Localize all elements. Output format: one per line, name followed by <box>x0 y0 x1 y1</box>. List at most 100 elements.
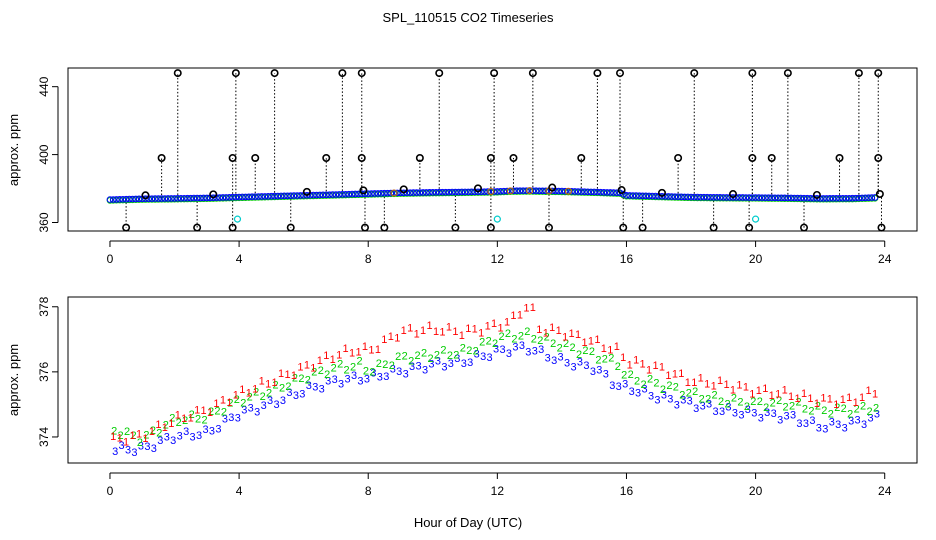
bottom-series-3-marker: 3 <box>396 366 402 378</box>
top-baseline-point <box>423 189 430 196</box>
bottom-series-1-marker: 1 <box>807 393 813 405</box>
top-baseline-point <box>684 193 692 201</box>
bottom-series-1-marker: 1 <box>304 359 310 371</box>
top-spike-low-marker <box>380 223 389 232</box>
bottom-series-3-marker: 3 <box>551 355 557 367</box>
bottom-series-1-marker: 1 <box>130 430 136 442</box>
bottom-series-1-marker: 1 <box>362 341 368 353</box>
bottom-series-3-marker: 3 <box>616 381 622 393</box>
bottom-series-2-marker: 2 <box>795 397 801 409</box>
bottom-series-3-marker: 3 <box>577 357 583 369</box>
bottom-series-2-marker: 2 <box>673 382 679 394</box>
bottom-series-3-marker: 3 <box>809 415 815 427</box>
top-baseline-point <box>322 191 330 199</box>
top-spike-mid-marker <box>228 153 237 162</box>
top-baseline-point <box>432 188 440 196</box>
bottom-series-3-marker: 3 <box>512 342 518 354</box>
bottom-series-2-marker: 2 <box>757 396 763 408</box>
bottom-series-2-marker: 2 <box>550 338 556 350</box>
bottom-series-2-marker: 2 <box>860 400 866 412</box>
bottom-series-2-marker: 2 <box>518 330 524 342</box>
bottom-series-1-marker: 1 <box>627 360 633 372</box>
top-x-tick-label: 4 <box>236 252 243 266</box>
top-spike-high-marker <box>748 69 757 78</box>
bottom-series-2-marker: 2 <box>621 369 627 381</box>
top-orange-point <box>526 187 534 195</box>
bottom-series-3-marker: 3 <box>267 395 273 407</box>
top-baseline-point <box>203 194 211 202</box>
bottom-series-2-marker: 2 <box>744 401 750 413</box>
top-baseline-point <box>255 193 262 200</box>
top-baseline-point <box>161 195 169 202</box>
top-baseline-point <box>513 187 521 195</box>
bottom-series-3-marker: 3 <box>125 445 131 457</box>
top-baseline-point <box>235 193 243 201</box>
bottom-series-3-marker: 3 <box>403 368 409 380</box>
top-baseline-point <box>674 193 682 201</box>
bottom-series-3-marker: 3 <box>202 424 208 436</box>
top-spike-mid-marker <box>835 153 844 162</box>
bottom-series-1-marker: 1 <box>678 368 684 380</box>
top-baseline-point <box>303 191 311 199</box>
bottom-series-1-marker: 1 <box>556 325 562 337</box>
top-spike-mid-marker <box>251 153 260 162</box>
bottom-series-1-marker: 1 <box>233 390 239 402</box>
bottom-series-3-marker: 3 <box>422 365 428 377</box>
bottom-series-1-marker: 1 <box>336 350 342 362</box>
top-baseline-point <box>768 194 776 202</box>
bottom-y-tick-label: 376 <box>37 362 51 382</box>
bottom-series-1-marker: 1 <box>155 419 161 431</box>
top-baseline-point <box>826 195 834 202</box>
bottom-series-1-marker: 1 <box>543 328 549 340</box>
bottom-series-1-marker: 1 <box>330 354 336 366</box>
top-orange-point <box>487 188 495 196</box>
top-ylabel: approx. ppm <box>6 114 21 186</box>
top-baseline-point <box>752 194 759 201</box>
bottom-series-2-marker: 2 <box>163 420 169 432</box>
top-spike-low-marker <box>451 223 460 232</box>
bottom-series-1-marker: 1 <box>149 426 155 438</box>
bottom-series-1-marker: 1 <box>498 322 504 334</box>
top-black-point <box>399 185 408 194</box>
bottom-series-2-marker: 2 <box>305 375 311 387</box>
bottom-series-2-marker: 2 <box>189 409 195 421</box>
bottom-series-2-marker: 2 <box>344 364 350 376</box>
bottom-series-3-marker: 3 <box>545 353 551 365</box>
bottom-series-3-marker: 3 <box>609 380 615 392</box>
top-baseline-point <box>158 195 165 202</box>
bottom-series-3-marker: 3 <box>428 358 434 370</box>
bottom-series-2-marker: 2 <box>285 381 291 393</box>
bottom-series-3-marker: 3 <box>713 406 719 418</box>
bottom-series-2-marker: 2 <box>653 378 659 390</box>
top-baseline-point <box>852 194 859 202</box>
top-baseline-point <box>823 195 830 202</box>
top-spike-mid-marker <box>874 153 883 162</box>
top-baseline-point <box>116 196 123 203</box>
top-spike-high-marker <box>338 69 347 78</box>
bottom-series-1-marker: 1 <box>162 422 168 434</box>
top-baseline-point <box>787 194 795 202</box>
top-baseline-point <box>703 193 711 201</box>
bottom-series-1-marker: 1 <box>820 392 826 404</box>
top-baseline-point <box>406 189 414 196</box>
top-baseline-point <box>771 194 779 202</box>
top-baseline-point <box>426 189 433 196</box>
bottom-series-3-marker: 3 <box>674 399 680 411</box>
bottom-series-3-marker: 3 <box>416 360 422 372</box>
bottom-series-1-marker: 1 <box>846 392 852 404</box>
bottom-series-3-marker: 3 <box>784 411 790 423</box>
bottom-series-3-marker: 3 <box>325 375 331 387</box>
bottom-series-3-marker: 3 <box>687 396 693 408</box>
bottom-series-1-marker: 1 <box>291 370 297 382</box>
bottom-series-1-marker: 1 <box>252 383 258 395</box>
top-spike-high-marker <box>173 69 182 78</box>
top-baseline-point <box>313 191 320 199</box>
top-baseline-point <box>568 188 575 195</box>
bottom-series-3-marker: 3 <box>867 412 873 424</box>
top-baseline-point <box>329 191 337 198</box>
bottom-series-3-marker: 3 <box>357 376 363 388</box>
bottom-series-3-marker: 3 <box>241 404 247 416</box>
top-baseline-point <box>710 193 717 201</box>
